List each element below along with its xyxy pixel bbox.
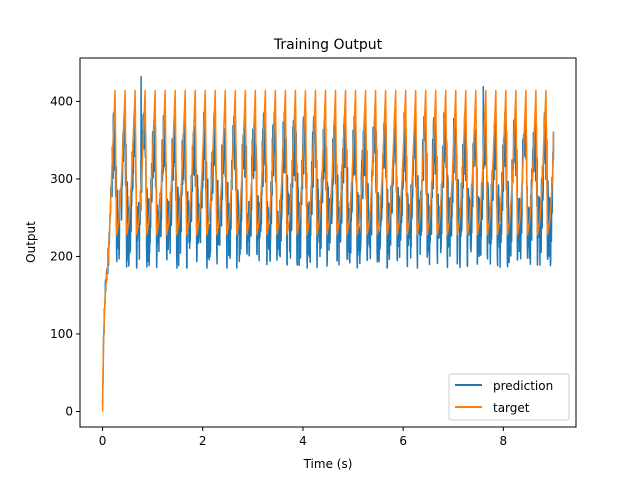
x-tick-label: 2 [199, 434, 207, 448]
series-layer [101, 75, 555, 412]
plot-area [79, 57, 577, 428]
legend-label-prediction: prediction [493, 379, 553, 393]
x-tick-label: 6 [399, 434, 407, 448]
x-axis-label: Time (s) [303, 457, 353, 471]
x-tick-label: 0 [99, 434, 107, 448]
x-tick-label: 4 [299, 434, 307, 448]
series-line-target [101, 89, 555, 412]
y-tick-label: 300 [50, 172, 73, 186]
legend-label-target: target [493, 401, 530, 415]
y-tick-label: 0 [65, 404, 73, 418]
y-tick-label: 100 [50, 327, 73, 341]
y-axis-label: Output [24, 221, 38, 263]
chart-title: Training Output [273, 37, 383, 53]
x-axis: 0 2 4 6 8 [99, 427, 507, 448]
y-tick-label: 200 [50, 249, 73, 263]
plot-frame [79, 57, 577, 428]
legend: prediction target [448, 373, 570, 421]
y-axis: 0 100 200 300 400 [50, 94, 80, 418]
series-line-prediction [101, 75, 555, 404]
x-tick-label: 8 [500, 434, 508, 448]
y-tick-label: 400 [50, 94, 73, 108]
